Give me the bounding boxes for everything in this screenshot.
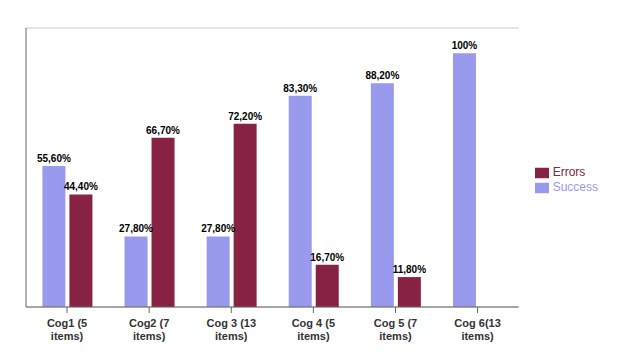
html-text:Success: Success	[552, 180, 598, 194]
svg-text:66,70%: 66,70%	[146, 125, 180, 136]
svg-text:Cog 6(13items): Cog 6(13items)	[454, 317, 500, 342]
svg-text:100%: 100%	[452, 40, 478, 51]
svg-text:72,20%: 72,20%	[228, 111, 262, 122]
svg-text:55,60%: 55,60%	[37, 153, 71, 164]
svg-text:16,70%: 16,70%	[310, 252, 344, 263]
svg-text:27,80%: 27,80%	[201, 223, 235, 234]
svg-text:11,80%: 11,80%	[393, 264, 426, 275]
html-text:Errors: Errors	[552, 165, 586, 180]
svg-text:Cog 5 (7items): Cog 5 (7items)	[374, 317, 417, 342]
svg-text:27,80%: 27,80%	[119, 223, 153, 234]
svg-text:Cog2 (7items): Cog2 (7items)	[129, 317, 169, 342]
svg-text:Cog 4 (5items): Cog 4 (5items)	[292, 317, 335, 342]
svg-text:Cog 3 (13items): Cog 3 (13items)	[207, 317, 257, 342]
svg-text:88,20%: 88,20%	[365, 70, 399, 81]
svg-text:Cog1 (5items): Cog1 (5items)	[47, 317, 87, 342]
svg-text:44,40%: 44,40%	[64, 181, 98, 192]
svg-text:83,30%: 83,30%	[283, 83, 317, 94]
